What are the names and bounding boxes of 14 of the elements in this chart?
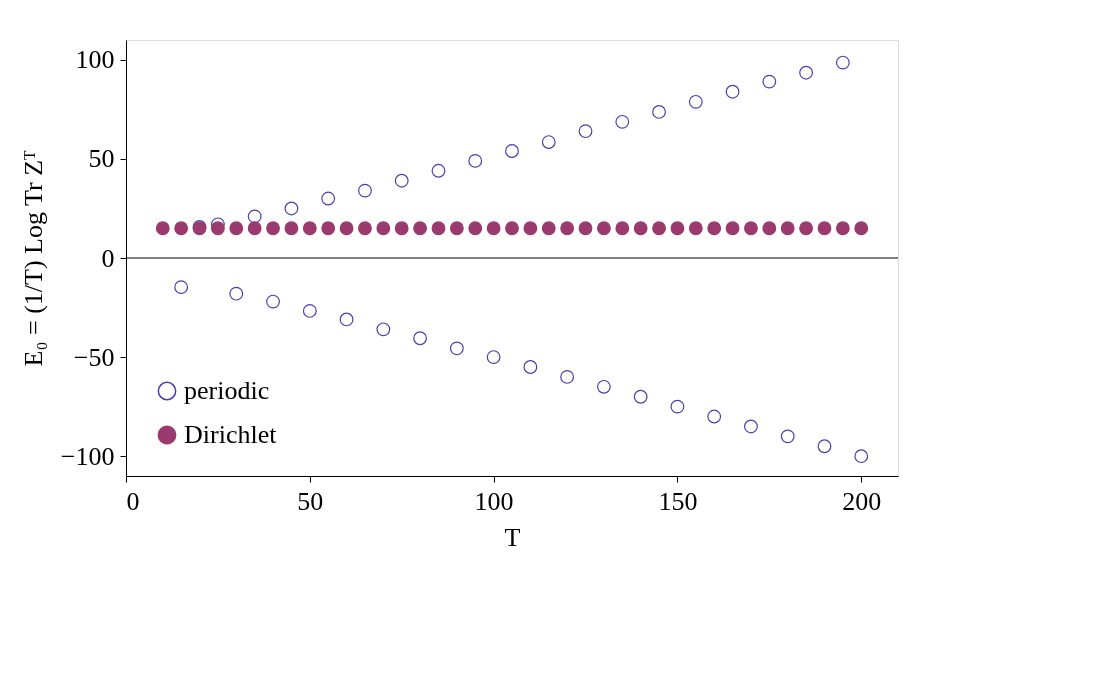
x-tick-label: 50 [297, 486, 324, 516]
x-tick-label: 0 [126, 486, 140, 516]
y-tick-label: −50 [73, 342, 115, 372]
y-axis-title: E₀ = (1/T) Log Tr Zᵀ [18, 149, 48, 367]
legend-label: periodic [184, 376, 270, 405]
legend-label: Dirichlet [184, 420, 278, 449]
y-tick-label: −100 [60, 441, 115, 471]
y-tick-label: 100 [75, 45, 115, 75]
x-tick-label: 200 [842, 486, 882, 516]
x-tick-label: 150 [658, 486, 698, 516]
y-tick-label: 0 [101, 243, 115, 273]
x-tick-label: 100 [474, 486, 514, 516]
y-tick-label: 50 [88, 144, 115, 174]
x-axis-title: T [504, 522, 521, 552]
